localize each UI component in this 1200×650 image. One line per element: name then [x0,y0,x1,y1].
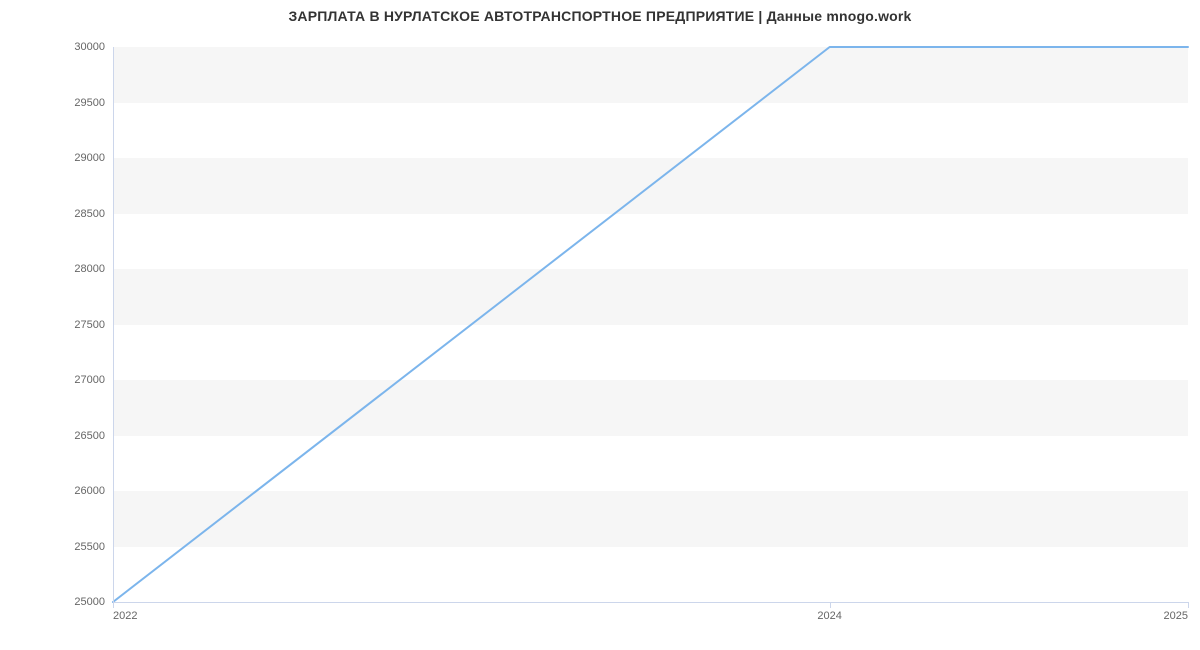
series-layer [113,47,1188,602]
y-tick-label: 29500 [74,97,105,109]
y-tick-label: 26000 [74,485,105,497]
x-tick-label: 2025 [1164,610,1188,622]
y-tick-label: 27000 [74,374,105,386]
y-tick-label: 25000 [74,596,105,608]
plot-area: 2500025500260002650027000275002800028500… [113,47,1188,602]
x-tick-label: 2022 [113,610,137,622]
y-tick-label: 27500 [74,319,105,331]
series-line [113,47,1188,602]
y-axis-line [113,47,114,602]
x-tick-mark [830,602,831,608]
y-tick-label: 30000 [74,41,105,53]
y-tick-label: 26500 [74,430,105,442]
y-tick-label: 28500 [74,208,105,220]
x-tick-label: 2024 [817,610,841,622]
x-tick-mark [113,602,114,608]
y-tick-label: 25500 [74,541,105,553]
chart-title: ЗАРПЛАТА В НУРЛАТСКОЕ АВТОТРАНСПОРТНОЕ П… [0,8,1200,24]
x-axis-line [113,602,1188,603]
y-tick-label: 29000 [74,152,105,164]
line-chart: ЗАРПЛАТА В НУРЛАТСКОЕ АВТОТРАНСПОРТНОЕ П… [0,0,1200,650]
x-tick-mark [1188,602,1189,608]
y-tick-label: 28000 [74,263,105,275]
